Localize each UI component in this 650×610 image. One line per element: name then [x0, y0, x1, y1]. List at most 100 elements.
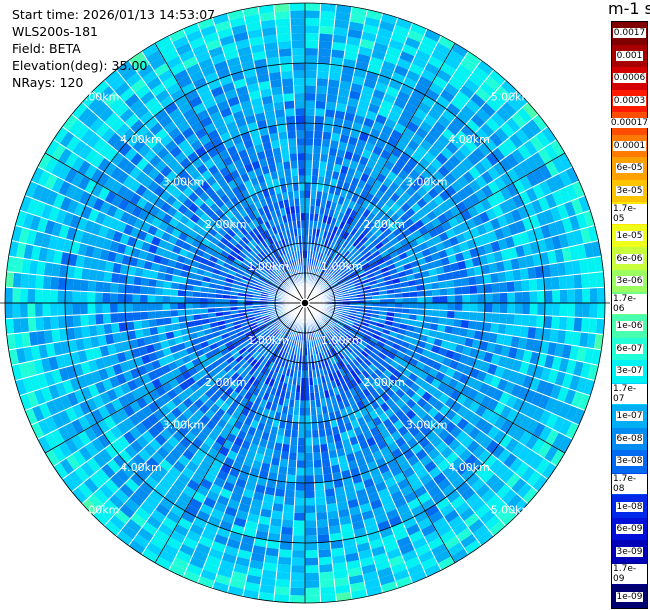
beta-gate-cell [478, 211, 490, 224]
beta-gate-cell [117, 283, 126, 294]
beta-gate-cell [525, 254, 535, 268]
beta-gate-cell [453, 278, 462, 288]
beta-gate-cell [104, 260, 115, 273]
beta-gate-cell [59, 196, 73, 212]
beta-gate-cell [364, 453, 376, 465]
beta-gate-cell [319, 578, 335, 588]
beta-gate-cell [305, 212, 310, 221]
beta-gate-cell [237, 446, 249, 458]
beta-gate-cell [295, 115, 305, 124]
beta-gate-cell [353, 68, 368, 79]
beta-gate-cell [72, 450, 87, 467]
beta-gate-cell [154, 197, 166, 210]
beta-gate-cell [351, 474, 363, 485]
beta-gate-cell [503, 211, 516, 226]
beta-gate-cell [460, 124, 475, 139]
beta-gate-cell [353, 263, 362, 271]
range-ring-label: 4.00km [448, 461, 490, 474]
beta-gate-cell [328, 373, 335, 382]
beta-gate-cell [578, 393, 591, 411]
beta-gate-cell [506, 168, 520, 183]
beta-gate-cell [82, 498, 99, 516]
beta-gate-cell [317, 321, 323, 329]
beta-gate-cell [150, 509, 167, 524]
beta-gate-cell [398, 442, 411, 454]
beta-gate-cell [358, 131, 370, 142]
beta-gate-cell [29, 259, 39, 275]
beta-gate-cell [208, 287, 217, 294]
beta-gate-cell [544, 193, 558, 209]
beta-gate-cell [388, 78, 403, 91]
beta-gate-cell [407, 454, 420, 467]
beta-gate-cell [260, 327, 269, 334]
beta-gate-cell [515, 372, 527, 387]
beta-gate-cell [337, 88, 351, 98]
beta-gate-cell [483, 220, 495, 234]
beta-gate-cell [485, 385, 497, 399]
beta-gate-cell [305, 182, 312, 191]
beta-gate-cell [327, 340, 334, 349]
beta-gate-cell [439, 503, 455, 517]
beta-gate-cell [155, 349, 165, 360]
beta-gate-cell [360, 247, 370, 256]
beta-gate-cell [224, 506, 238, 517]
beta-gate-cell [480, 233, 491, 246]
beta-gate-cell [335, 361, 343, 370]
beta-gate-cell [413, 271, 423, 280]
beta-gate-cell [393, 355, 403, 365]
beta-gate-cell [227, 499, 241, 510]
beta-gate-cell [90, 423, 104, 438]
beta-gate-cell [305, 542, 318, 551]
beta-gate-cell [80, 314, 89, 327]
beta-gate-cell [556, 329, 567, 345]
beta-gate-cell [336, 278, 344, 285]
beta-gate-cell [81, 267, 91, 281]
range-ring-label: 1.00km [247, 334, 289, 347]
beta-gate-cell [400, 109, 414, 122]
beta-gate-cell [250, 275, 259, 282]
beta-gate-cell [251, 273, 260, 280]
beta-gate-cell [258, 276, 267, 283]
beta-gate-cell [439, 89, 455, 103]
beta-gate-cell [429, 274, 439, 284]
beta-gate-cell [317, 277, 323, 285]
beta-gate-cell [393, 122, 407, 135]
beta-gate-cell [118, 321, 128, 333]
beta-gate-cell [467, 276, 477, 286]
beta-gate-cell [286, 278, 292, 286]
beta-gate-cell [465, 119, 481, 134]
beta-gate-cell [374, 355, 384, 365]
colorbar-level: 1.7e-06 [612, 292, 647, 315]
beta-gate-cell [147, 413, 160, 426]
beta-gate-cell [153, 421, 166, 434]
beta-gate-cell [266, 440, 276, 450]
beta-gate-cell [366, 211, 376, 222]
scanner-center-marker [300, 298, 310, 308]
beta-gate-cell [345, 265, 354, 273]
beta-gate-cell [254, 244, 263, 253]
beta-gate-cell [346, 281, 355, 287]
beta-gate-cell [294, 392, 301, 401]
beta-gate-cell [124, 391, 137, 405]
beta-gate-cell [357, 205, 367, 215]
beta-gate-cell [314, 259, 319, 268]
beta-gate-cell [315, 267, 321, 276]
beta-gate-cell [209, 393, 220, 404]
beta-gate-cell [374, 34, 391, 47]
beta-gate-cell [332, 313, 341, 319]
beta-gate-cell [73, 202, 86, 217]
beta-gate-cell [268, 325, 276, 332]
beta-gate-cell [452, 224, 463, 236]
beta-gate-cell [537, 147, 552, 165]
beta-gate-cell [537, 394, 551, 410]
beta-gate-cell [520, 123, 536, 140]
beta-gate-cell [209, 342, 219, 351]
beta-gate-cell [330, 56, 344, 66]
beta-gate-cell [396, 535, 412, 549]
beta-gate-cell [118, 273, 128, 285]
beta-gate-cell [216, 470, 229, 482]
beta-gate-cell [211, 250, 221, 259]
beta-gate-cell [493, 250, 504, 263]
beta-gate-cell [280, 316, 288, 322]
beta-gate-cell [120, 524, 138, 540]
